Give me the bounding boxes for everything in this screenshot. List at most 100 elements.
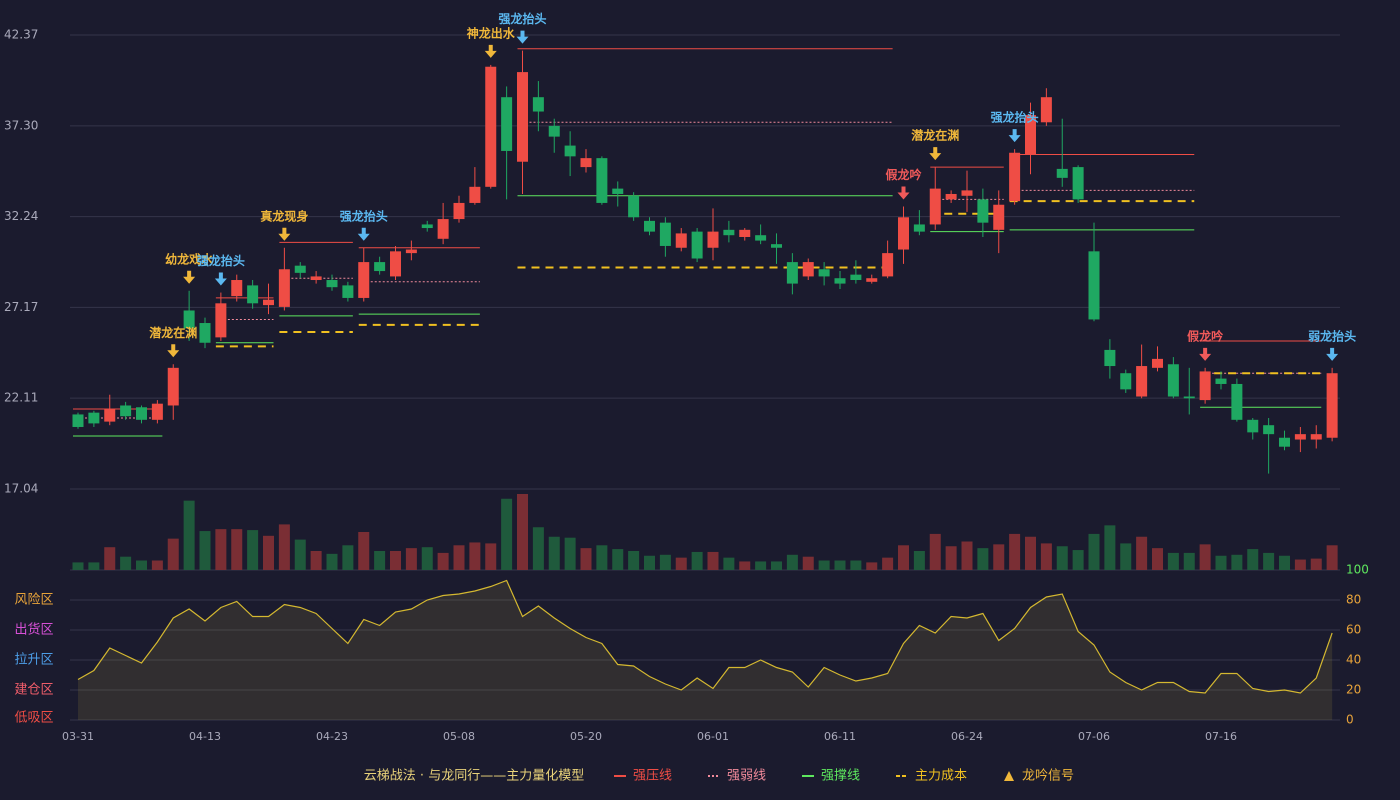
- candle-body: [374, 262, 386, 272]
- zone-label: 建仓区: [14, 683, 53, 698]
- volume-bar: [358, 532, 370, 570]
- signal-arrow: [516, 30, 529, 44]
- x-tick-label: 04-13: [189, 730, 221, 743]
- y2-tick-label: 60: [1346, 623, 1361, 637]
- candle-body: [278, 269, 290, 307]
- volume-bar: [866, 562, 878, 570]
- y-tick-label: 42.37: [4, 28, 38, 42]
- candle-body: [1088, 251, 1100, 320]
- candle-body: [675, 233, 687, 248]
- candle-body: [1104, 349, 1116, 367]
- signal-label: 潜龙在渊: [911, 128, 959, 143]
- signal-arrow: [1199, 347, 1212, 361]
- volume-bar: [882, 557, 894, 570]
- legend-symbol: [1004, 771, 1014, 781]
- candle-body: [548, 125, 560, 137]
- volume-bar: [755, 561, 767, 570]
- y-tick-label: 17.04: [4, 482, 38, 496]
- volume-bar: [1183, 552, 1195, 570]
- signal-label: 假龙吟: [1187, 328, 1223, 343]
- zone-label: 低吸区: [14, 711, 53, 726]
- candle-body: [390, 251, 401, 277]
- volume-bar: [469, 542, 481, 570]
- zone-label: 出货区: [14, 622, 53, 638]
- candle-body: [564, 145, 576, 157]
- volume-bar: [1088, 533, 1100, 570]
- volume-bar: [183, 500, 195, 570]
- signal-arrow: [278, 227, 291, 241]
- candle-body: [596, 158, 608, 203]
- volume-bar: [771, 561, 782, 570]
- volume-bar: [120, 556, 132, 570]
- candle-body: [501, 97, 513, 151]
- candle-body: [1215, 378, 1227, 384]
- signal-arrow: [1326, 347, 1339, 361]
- candle-body: [977, 199, 989, 223]
- signal-arrow: [167, 344, 180, 358]
- volume-bar: [72, 562, 84, 570]
- legend-label: 主力成本: [915, 769, 967, 784]
- candle-body: [739, 229, 751, 237]
- indicator-area: [78, 580, 1333, 720]
- candle-body: [72, 414, 84, 427]
- candle-body: [231, 280, 243, 297]
- volume-bar: [1310, 558, 1322, 570]
- candle-body: [644, 220, 655, 232]
- candle-body: [104, 409, 116, 422]
- volume-bar: [1294, 559, 1306, 570]
- candle-body: [1279, 437, 1290, 447]
- signal-label: 强龙抬头: [991, 110, 1039, 125]
- candle-body: [707, 231, 719, 248]
- volume-bar: [580, 548, 592, 570]
- candle-body: [405, 249, 417, 254]
- volume-bar: [485, 543, 497, 570]
- candle-body: [1247, 419, 1259, 433]
- y-tick-label: 37.30: [4, 118, 38, 132]
- signal-arrow: [357, 227, 370, 241]
- volume-bar: [167, 538, 179, 570]
- candle-body: [850, 274, 862, 281]
- signal-label: 真龙现身: [260, 208, 308, 223]
- candle-body: [1040, 97, 1052, 123]
- candle-body: [342, 285, 354, 298]
- y2-tick-label: 40: [1346, 653, 1361, 667]
- x-tick-label: 06-01: [697, 730, 729, 743]
- volume-bar: [707, 551, 719, 570]
- legend-label: 龙吟信号: [1022, 768, 1074, 784]
- volume-bar: [374, 551, 386, 570]
- volume-bar: [151, 560, 163, 570]
- y-tick-label: 22.11: [4, 391, 38, 405]
- indicator-line: [77, 579, 1333, 694]
- volume-bar: [390, 551, 401, 570]
- candle-body: [771, 244, 782, 248]
- candle-body: [723, 229, 735, 236]
- y2-tick-label: 80: [1346, 593, 1361, 607]
- signal-label: 强龙抬头: [498, 11, 546, 26]
- candle-body: [755, 235, 767, 241]
- candle-body: [659, 222, 671, 246]
- candle-body: [263, 299, 274, 306]
- x-tick-label: 07-16: [1205, 730, 1237, 743]
- y2-tick-label: 0: [1346, 713, 1354, 727]
- candle-body: [1199, 371, 1211, 401]
- candle-body: [929, 188, 941, 225]
- x-tick-label: 05-20: [570, 730, 602, 743]
- signal-label: 强龙抬头: [340, 208, 388, 223]
- volume-bar: [1326, 545, 1338, 570]
- candle-body: [437, 219, 449, 239]
- candle-body: [310, 276, 322, 281]
- volume-bar: [437, 552, 449, 570]
- volume-bar: [1167, 552, 1179, 570]
- candle-body: [1056, 168, 1068, 178]
- volume-bar: [215, 529, 227, 570]
- volume-bar: [532, 527, 544, 570]
- candle-body: [294, 265, 306, 273]
- candle-body: [961, 190, 973, 196]
- volume-bar: [501, 498, 513, 570]
- candle-body: [1183, 396, 1195, 399]
- y2-tick-label: 100: [1346, 563, 1369, 577]
- candle-body: [1326, 373, 1338, 438]
- volume-bar: [136, 560, 147, 570]
- candle-body: [898, 217, 909, 250]
- volume-bar: [913, 551, 925, 570]
